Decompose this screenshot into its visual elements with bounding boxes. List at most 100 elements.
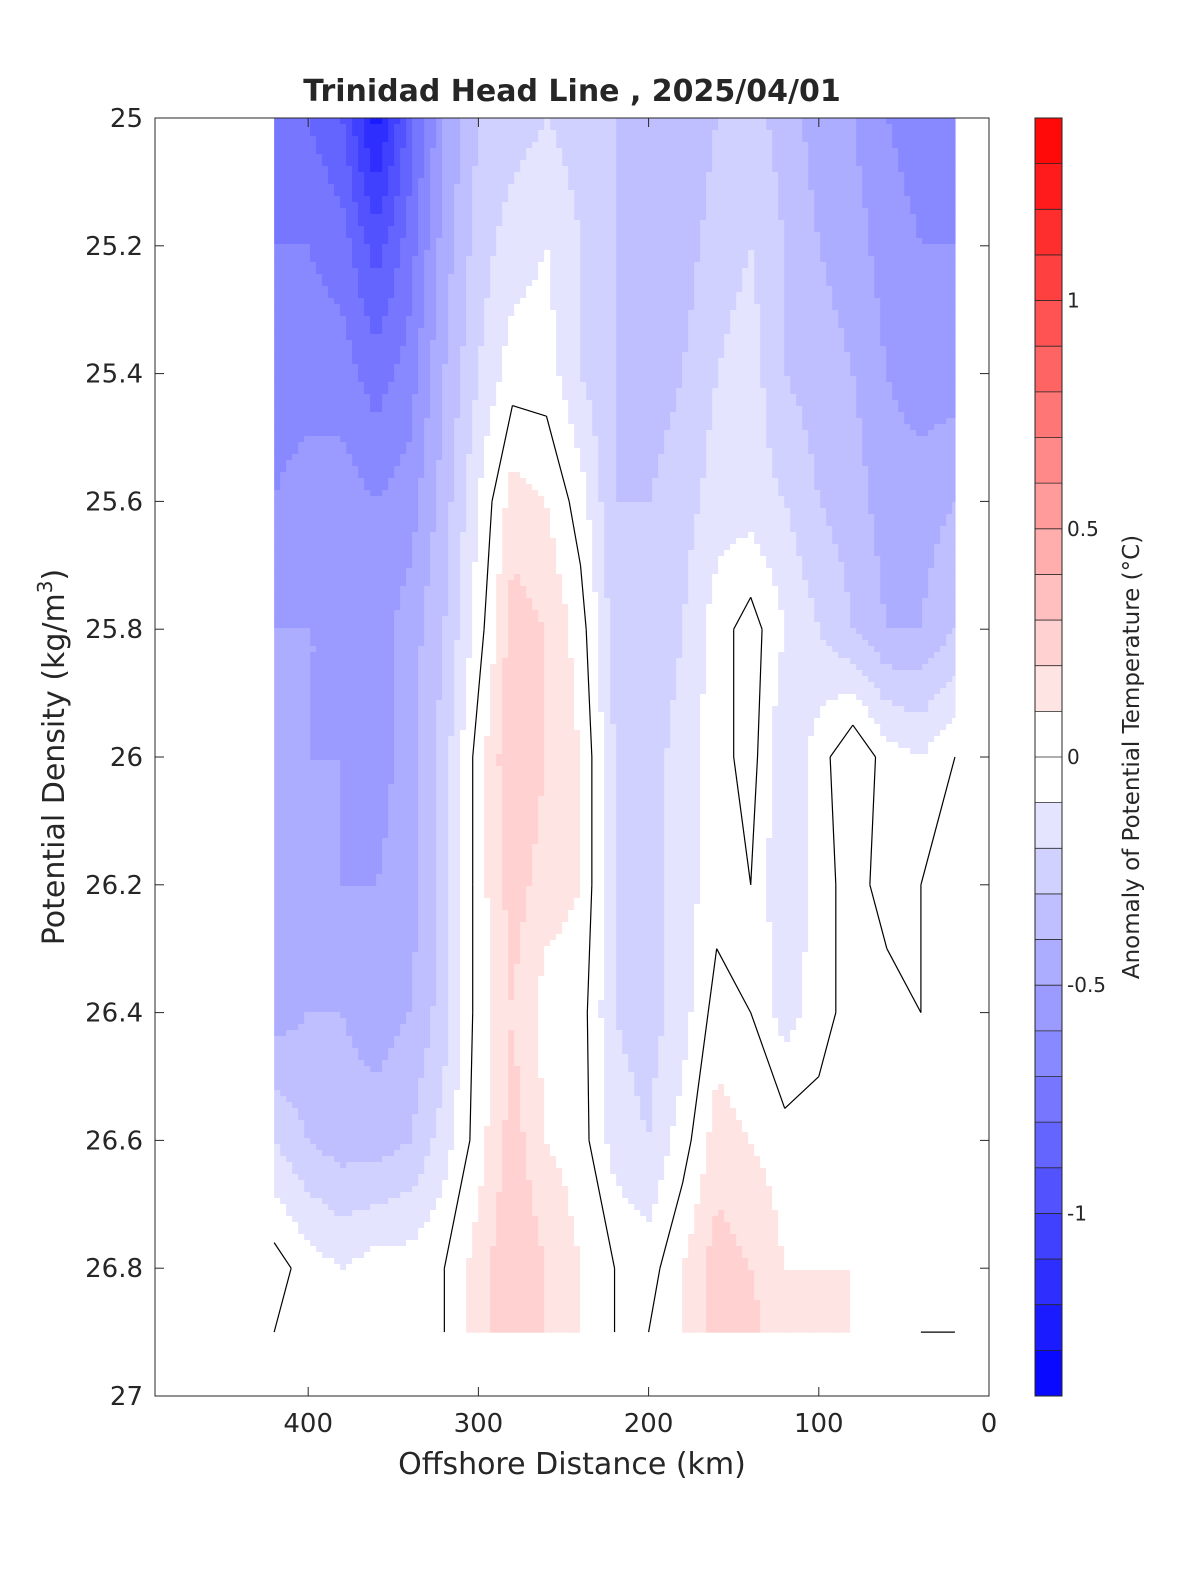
field-cell bbox=[484, 334, 491, 341]
field-cell bbox=[538, 328, 545, 335]
field-cell bbox=[934, 316, 941, 323]
field-cell bbox=[706, 286, 713, 293]
field-cell bbox=[628, 280, 635, 287]
field-cell bbox=[340, 298, 347, 305]
field-cell bbox=[526, 280, 533, 287]
field-cell bbox=[682, 124, 689, 131]
field-cell bbox=[838, 304, 845, 311]
field-cell bbox=[280, 238, 287, 245]
field-cell bbox=[934, 244, 941, 251]
field-cell bbox=[736, 268, 743, 275]
field-cell bbox=[454, 370, 461, 377]
field-cell bbox=[694, 196, 701, 203]
field-cell bbox=[838, 292, 845, 299]
field-cell bbox=[514, 220, 521, 227]
field-cell bbox=[352, 196, 359, 203]
field-cell bbox=[670, 256, 677, 263]
field-cell bbox=[820, 220, 827, 227]
field-cell bbox=[556, 376, 563, 383]
field-cell bbox=[772, 178, 779, 185]
field-cell bbox=[442, 250, 449, 257]
field-cell bbox=[820, 154, 827, 161]
field-cell bbox=[904, 238, 911, 245]
field-cell bbox=[928, 316, 935, 323]
field-cell bbox=[574, 166, 581, 173]
field-cell bbox=[718, 358, 725, 365]
field-cell bbox=[892, 274, 899, 281]
field-cell bbox=[916, 238, 923, 245]
field-cell bbox=[604, 352, 611, 359]
field-cell bbox=[430, 328, 437, 335]
field-cell bbox=[718, 328, 725, 335]
field-cell bbox=[400, 208, 407, 215]
field-cell bbox=[736, 328, 743, 335]
field-cell bbox=[850, 292, 857, 299]
field-cell bbox=[622, 118, 629, 125]
field-cell bbox=[784, 280, 791, 287]
field-cell bbox=[274, 286, 281, 293]
field-cell bbox=[376, 322, 383, 329]
field-cell bbox=[892, 136, 899, 143]
field-cell bbox=[436, 154, 443, 161]
field-cell bbox=[892, 118, 899, 125]
field-cell bbox=[412, 136, 419, 143]
field-cell bbox=[436, 208, 443, 215]
field-cell bbox=[520, 142, 527, 149]
field-cell bbox=[946, 322, 953, 329]
field-cell bbox=[874, 352, 881, 359]
field-cell bbox=[418, 202, 425, 209]
field-cell bbox=[610, 172, 617, 179]
field-cell bbox=[730, 298, 737, 305]
field-cell bbox=[922, 178, 929, 185]
field-cell bbox=[670, 334, 677, 341]
field-cell bbox=[892, 196, 899, 203]
field-cell bbox=[322, 250, 329, 257]
field-cell bbox=[652, 262, 659, 269]
field-cell bbox=[922, 334, 929, 341]
field-cell bbox=[388, 340, 395, 347]
field-cell bbox=[340, 172, 347, 179]
field-cell bbox=[418, 310, 425, 317]
field-cell bbox=[298, 262, 305, 269]
field-cell bbox=[574, 238, 581, 245]
field-cell bbox=[946, 364, 953, 371]
field-cell bbox=[598, 322, 605, 329]
field-cell bbox=[298, 166, 305, 173]
field-cell bbox=[754, 124, 761, 131]
field-cell bbox=[868, 148, 875, 155]
field-cell bbox=[274, 178, 281, 185]
field-cell bbox=[406, 232, 413, 239]
field-cell bbox=[568, 286, 575, 293]
field-cell bbox=[850, 286, 857, 293]
field-cell bbox=[826, 142, 833, 149]
field-cell bbox=[418, 172, 425, 179]
field-cell bbox=[772, 160, 779, 167]
field-cell bbox=[610, 334, 617, 341]
field-cell bbox=[646, 196, 653, 203]
field-cell bbox=[538, 184, 545, 191]
field-cell bbox=[352, 130, 359, 137]
field-cell bbox=[364, 328, 371, 335]
field-cell bbox=[598, 172, 605, 179]
field-cell bbox=[676, 334, 683, 341]
field-cell bbox=[646, 220, 653, 227]
field-cell bbox=[946, 256, 953, 263]
field-cell bbox=[796, 370, 803, 377]
field-cell bbox=[772, 298, 779, 305]
field-cell bbox=[640, 178, 647, 185]
field-cell bbox=[646, 118, 653, 125]
field-cell bbox=[508, 352, 515, 359]
field-cell bbox=[364, 376, 371, 383]
field-cell bbox=[316, 154, 323, 161]
field-cell bbox=[574, 376, 581, 383]
field-cell bbox=[880, 238, 887, 245]
field-cell bbox=[376, 220, 383, 227]
field-cell bbox=[742, 190, 749, 197]
field-cell bbox=[688, 292, 695, 299]
field-cell bbox=[430, 220, 437, 227]
field-cell bbox=[334, 136, 341, 143]
field-cell bbox=[448, 280, 455, 287]
field-cell bbox=[400, 130, 407, 137]
field-cell bbox=[880, 370, 887, 377]
field-cell bbox=[952, 172, 955, 179]
